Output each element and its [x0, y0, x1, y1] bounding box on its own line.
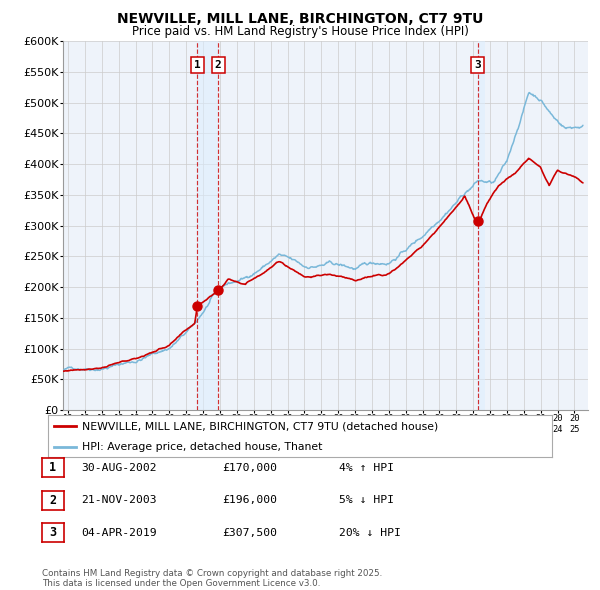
Text: £196,000: £196,000	[222, 496, 277, 505]
Text: Contains HM Land Registry data © Crown copyright and database right 2025.
This d: Contains HM Land Registry data © Crown c…	[42, 569, 382, 588]
Text: Price paid vs. HM Land Registry's House Price Index (HPI): Price paid vs. HM Land Registry's House …	[131, 25, 469, 38]
Bar	[197, 41, 218, 410]
Text: 3: 3	[474, 60, 481, 70]
Text: HPI: Average price, detached house, Thanet: HPI: Average price, detached house, Than…	[82, 442, 323, 451]
Text: 2: 2	[215, 60, 221, 70]
Text: 21-NOV-2003: 21-NOV-2003	[81, 496, 157, 505]
Text: 04-APR-2019: 04-APR-2019	[81, 528, 157, 537]
Text: NEWVILLE, MILL LANE, BIRCHINGTON, CT7 9TU: NEWVILLE, MILL LANE, BIRCHINGTON, CT7 9T…	[117, 12, 483, 26]
Text: 30-AUG-2002: 30-AUG-2002	[81, 463, 157, 473]
Text: 1: 1	[194, 60, 201, 70]
Text: 3: 3	[49, 526, 56, 539]
Text: 2: 2	[49, 494, 56, 507]
Text: 20% ↓ HPI: 20% ↓ HPI	[339, 528, 401, 537]
Text: NEWVILLE, MILL LANE, BIRCHINGTON, CT7 9TU (detached house): NEWVILLE, MILL LANE, BIRCHINGTON, CT7 9T…	[82, 421, 439, 431]
Text: 4% ↑ HPI: 4% ↑ HPI	[339, 463, 394, 473]
Bar	[478, 41, 485, 410]
Text: £170,000: £170,000	[222, 463, 277, 473]
Text: 1: 1	[49, 461, 56, 474]
Text: £307,500: £307,500	[222, 528, 277, 537]
Text: 5% ↓ HPI: 5% ↓ HPI	[339, 496, 394, 505]
